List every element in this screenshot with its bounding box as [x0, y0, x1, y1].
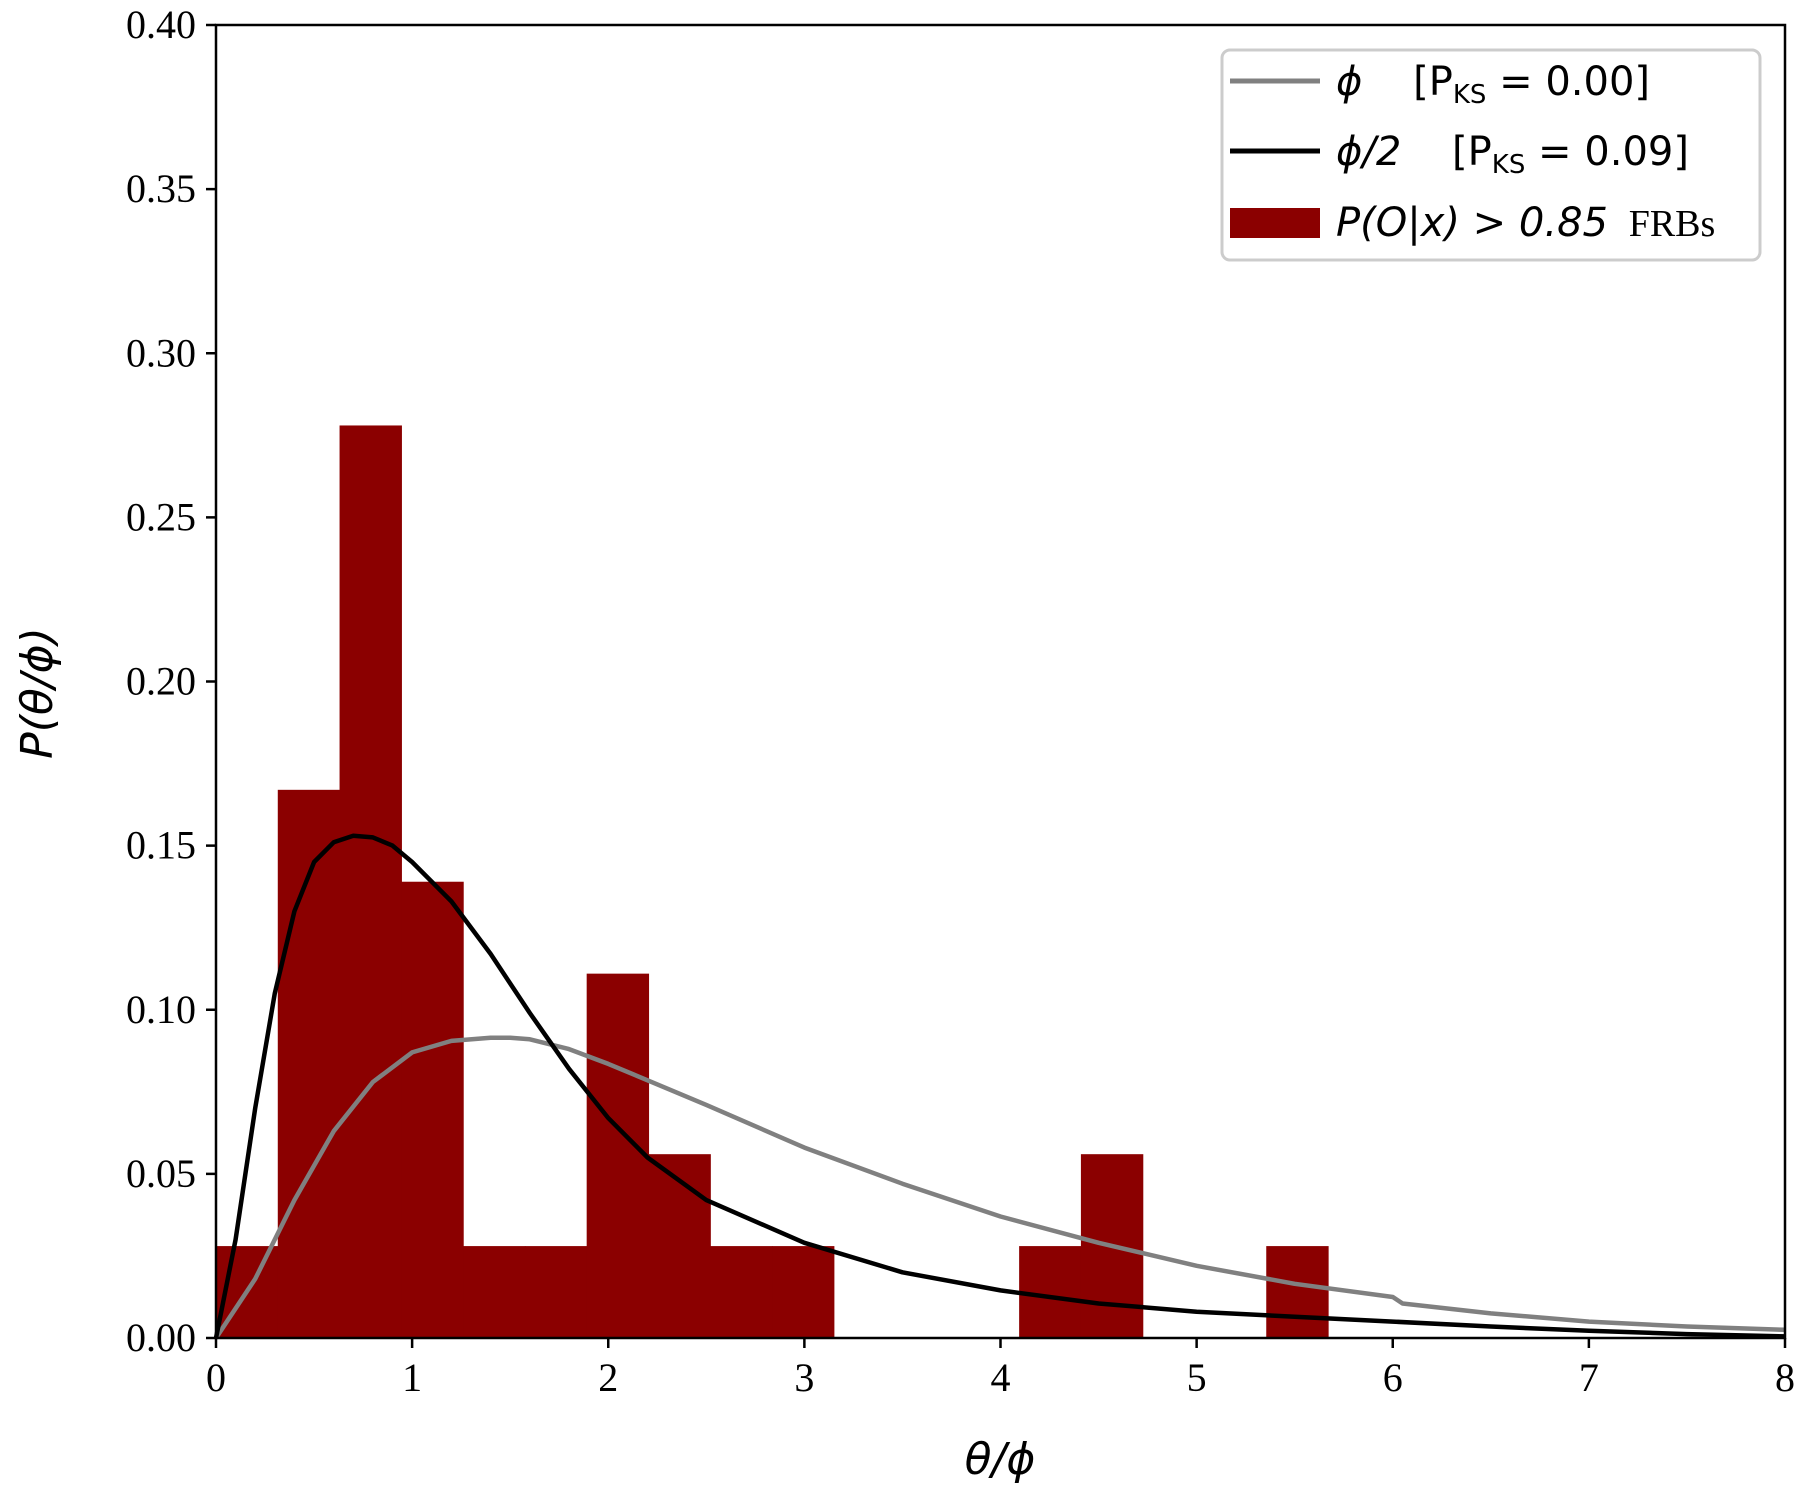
curve-phi: [214, 1035, 1786, 1340]
histogram-bar: [1266, 1246, 1329, 1338]
y-tick-label: 0.00: [126, 1315, 196, 1360]
y-tick-label: 0.20: [126, 659, 196, 704]
y-ticks: 0.00 0.05 0.10 0.15 0.20 0.25 0.30 0.35 0.40: [126, 2, 216, 1360]
histogram-bar: [339, 425, 402, 1339]
histogram-bar: [277, 789, 341, 1338]
histogram-bar: [463, 1246, 526, 1338]
legend-label-phi-half: ϕ/2 [PKS = 0.09]: [1336, 129, 1689, 180]
legend: ϕ [PKS = 0.00] ϕ/2 [PKS = 0.09] P(O|x) >…: [1220, 48, 1762, 262]
legend-swatch-frbs: [1230, 208, 1320, 238]
x-tick-label: 3: [794, 1355, 814, 1400]
x-tick-label: 5: [1187, 1355, 1207, 1400]
histogram-bar: [772, 1246, 835, 1338]
y-tick-label: 0.40: [126, 2, 196, 47]
y-tick-label: 0.15: [126, 823, 196, 868]
x-tick-label: 6: [1383, 1355, 1403, 1400]
y-tick-label: 0.10: [126, 987, 196, 1032]
curve-phi-half: [213, 833, 1786, 1339]
histogram-bar: [401, 881, 464, 1338]
x-tick-label: 1: [402, 1355, 422, 1400]
x-ticks: 0 1 2 3 4 5 6 7 8: [206, 1338, 1795, 1400]
y-tick-label: 0.35: [126, 166, 196, 211]
legend-label-phi: ϕ [PKS = 0.00]: [1336, 59, 1650, 110]
histogram-bar: [710, 1246, 773, 1338]
x-axis-label: θ/ϕ: [965, 1434, 1036, 1485]
legend-label-frbs: P(O|x) > 0.85 FRBs: [1336, 200, 1715, 246]
legend-frame: [1220, 48, 1762, 262]
x-tick-label: 0: [206, 1355, 226, 1400]
y-tick-label: 0.30: [126, 330, 196, 375]
histogram-bar: [648, 1154, 711, 1338]
y-tick-label: 0.05: [126, 1151, 196, 1196]
x-tick-label: 2: [598, 1355, 618, 1400]
x-tick-label: 4: [991, 1355, 1011, 1400]
histogram-bar: [524, 1246, 588, 1338]
x-tick-label: 8: [1775, 1355, 1795, 1400]
histogram-bar: [586, 973, 650, 1338]
x-tick-label: 7: [1579, 1355, 1599, 1400]
curve-lines: [213, 833, 1786, 1340]
y-axis-label: P(θ/ϕ): [12, 627, 63, 759]
y-tick-label: 0.25: [126, 494, 196, 539]
